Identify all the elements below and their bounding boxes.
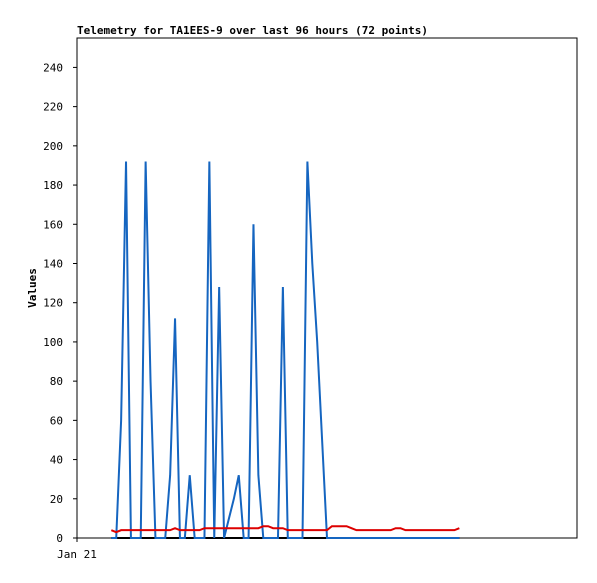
y-tick-label: 40 [50,454,63,467]
y-tick-label: 220 [43,101,63,114]
y-tick-label: 160 [43,218,63,231]
y-tick-label: 140 [43,257,63,270]
y-tick-label: 80 [50,375,63,388]
y-tick-label: 0 [56,532,63,545]
chart-title: Telemetry for TA1EES-9 over last 96 hour… [77,24,428,37]
y-tick-label: 200 [43,140,63,153]
y-axis-label: Values [26,268,39,308]
y-tick-label: 240 [43,61,63,74]
y-tick-label: 20 [50,493,63,506]
series-line [110,525,460,534]
series-line [111,161,460,539]
plot-area [76,37,578,539]
x-tick-label: Jan 21 [57,548,97,561]
y-tick-label: 60 [50,414,63,427]
y-tick-label: 180 [43,179,63,192]
y-tick-label: 100 [43,336,63,349]
y-tick-label: 120 [43,297,63,310]
